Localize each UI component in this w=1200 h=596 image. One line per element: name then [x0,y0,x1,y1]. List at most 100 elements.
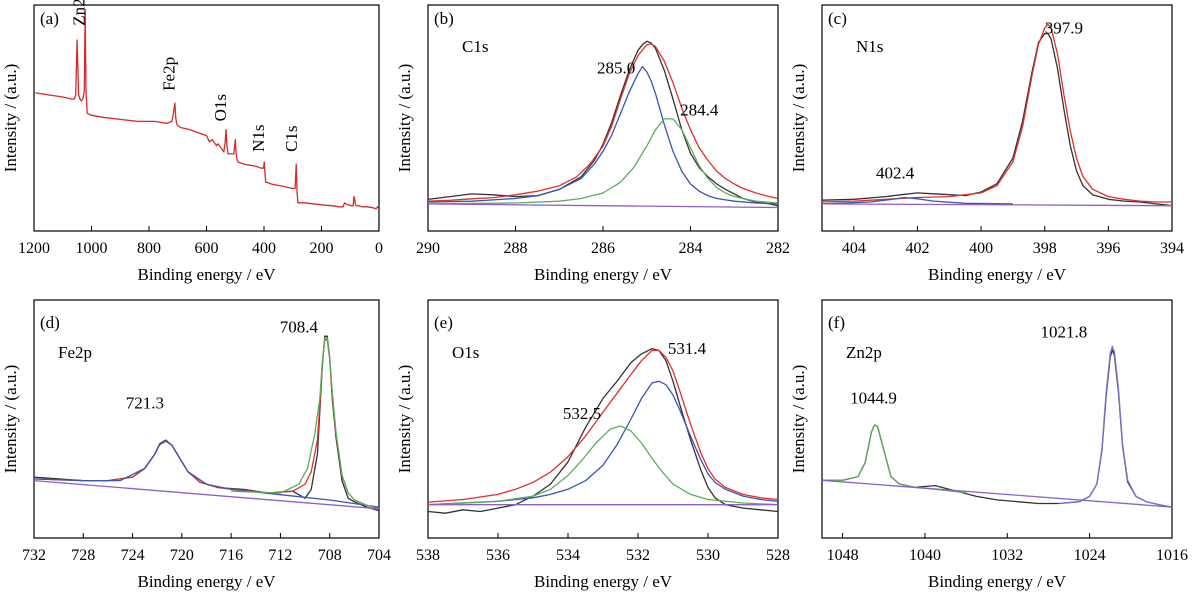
x-axis-title: Binding energy / eV [534,265,673,284]
measured-curve-line [822,349,1173,508]
peak-label: C1s [282,125,301,151]
x-tick-label: 728 [71,547,95,564]
panel-tag: (e) [434,313,453,332]
x-tick-label: 396 [1096,240,1120,257]
x-tick-label: 290 [416,240,440,257]
x-tick-label: 288 [504,240,528,257]
x-tick-label: 720 [170,547,194,564]
peak-label: 1044.9 [850,389,897,408]
x-tick-label: 1048 [827,547,859,564]
peak-label: 721.3 [126,393,164,412]
fit-peak-284-4-line [427,118,779,205]
y-axis-title: Intensity / (a.u.) [395,365,414,474]
peak-label: 708.4 [280,318,319,337]
element-label: C1s [462,37,488,56]
y-axis-title: Intensity / (a.u.) [1,64,20,173]
x-tick-label: 286 [591,240,615,257]
panel-c: 404 402 400 398 396 394 Binding energy / eV Int… [789,4,1184,284]
panel-e: 538 536 534 532 530 528 Binding energy / eV Int… [395,299,790,591]
panel-f: 1048 1040 1032 1024 1016 Binding energy / eV I… [789,299,1188,591]
x-tick-label: 398 [1033,240,1057,257]
x-tick-label: 716 [219,547,243,564]
x-tick-label: 1200 [18,240,50,257]
baseline-line [427,203,779,209]
plot-frame [821,4,1173,232]
x-tick-label: 402 [905,240,929,257]
panel-tag: (a) [40,9,59,28]
fit-peak-721-3-line [33,440,380,508]
fit-peak-1044-9-line [822,424,967,494]
plot-frame [33,299,380,539]
peak-label: 532.5 [563,404,601,423]
fit-envelope-line [427,43,779,202]
element-label: Zn2p [846,343,882,362]
x-tick-label: 400 [969,240,993,257]
x-tick-label: 282 [766,240,790,257]
fit-peak-532-5-line [427,425,779,506]
plot-frame [427,299,779,539]
panel-tag: (f) [828,313,845,332]
fit-peak-1021-8-line [1058,345,1173,508]
x-tick-label: 536 [486,547,510,564]
x-axis-title: Binding energy / eV [928,265,1067,284]
x-axis-title: Binding energy / eV [928,572,1067,591]
y-axis-title: Intensity / (a.u.) [789,64,808,173]
x-tick-label: 732 [22,547,46,564]
peak-label: N1s [249,124,268,151]
measured-curve-line [427,348,779,514]
peak-label: 285.0 [597,59,635,78]
fit-envelope-line [427,349,779,503]
x-axis-title: Binding energy / eV [534,572,673,591]
peak-label: 1021.8 [1041,322,1088,341]
panel-tag: (d) [40,313,60,332]
fit-peak-531-4-line [427,380,779,506]
x-tick-label: 0 [375,240,383,257]
baseline-line [821,203,1173,207]
x-tick-label: 1024 [1074,547,1106,564]
x-tick-label: 530 [696,547,720,564]
x-tick-label: 1016 [1156,547,1188,564]
x-tick-label: 800 [137,240,161,257]
x-tick-label: 404 [842,240,866,257]
panel-tag: (b) [434,9,454,28]
fit-envelope-line [821,23,1172,203]
x-tick-label: 1000 [76,240,108,257]
peak-label: O1s [211,94,230,121]
fit-peak-285-0-line [427,65,779,205]
baseline-line [33,479,380,510]
peak-label: Zn2p [69,0,88,26]
x-tick-label: 1040 [909,547,941,564]
x-tick-label: 712 [268,547,292,564]
x-tick-label: 534 [556,547,580,564]
x-tick-label: 400 [252,240,276,257]
fit-peak-708-4-line [231,337,380,510]
y-axis-title: Intensity / (a.u.) [789,365,808,474]
x-tick-label: 1032 [991,547,1023,564]
x-tick-label: 704 [367,547,391,564]
measured-curve-line [821,32,1173,207]
x-axis-title: Binding energy / eV [137,265,276,284]
panel-d: 732 728 724 720 716 712 708 704 Binding energy /… [1,299,391,591]
x-tick-label: 394 [1160,240,1184,257]
fit-peak-402-4-line [821,196,1013,205]
x-tick-label: 200 [310,240,334,257]
x-tick-label: 528 [766,547,790,564]
element-label: Fe2p [58,343,92,362]
peak-label: 402.4 [876,163,915,182]
peak-label: Fe2p [159,57,178,91]
x-tick-label: 538 [416,547,440,564]
survey-spectrum-line [35,8,379,210]
baseline-line [821,479,1173,508]
element-label: N1s [856,37,883,56]
peak-label: 284.4 [680,100,719,119]
peak-label: 531.4 [668,339,707,358]
x-tick-label: 708 [318,547,342,564]
x-tick-label: 284 [679,240,703,257]
x-tick-label: 724 [121,547,145,564]
panel-a: 1200 1000 800 600 400 200 0 Binding energy / eV… [1,0,383,284]
x-tick-label: 532 [626,547,650,564]
y-axis-title: Intensity / (a.u.) [395,64,414,173]
element-label: O1s [452,343,479,362]
y-axis-title: Intensity / (a.u.) [1,365,20,474]
